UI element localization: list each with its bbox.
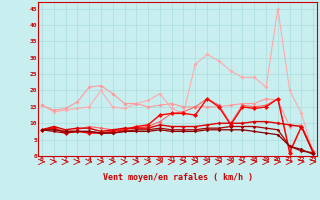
X-axis label: Vent moyen/en rafales ( km/h ): Vent moyen/en rafales ( km/h ) bbox=[103, 174, 252, 182]
